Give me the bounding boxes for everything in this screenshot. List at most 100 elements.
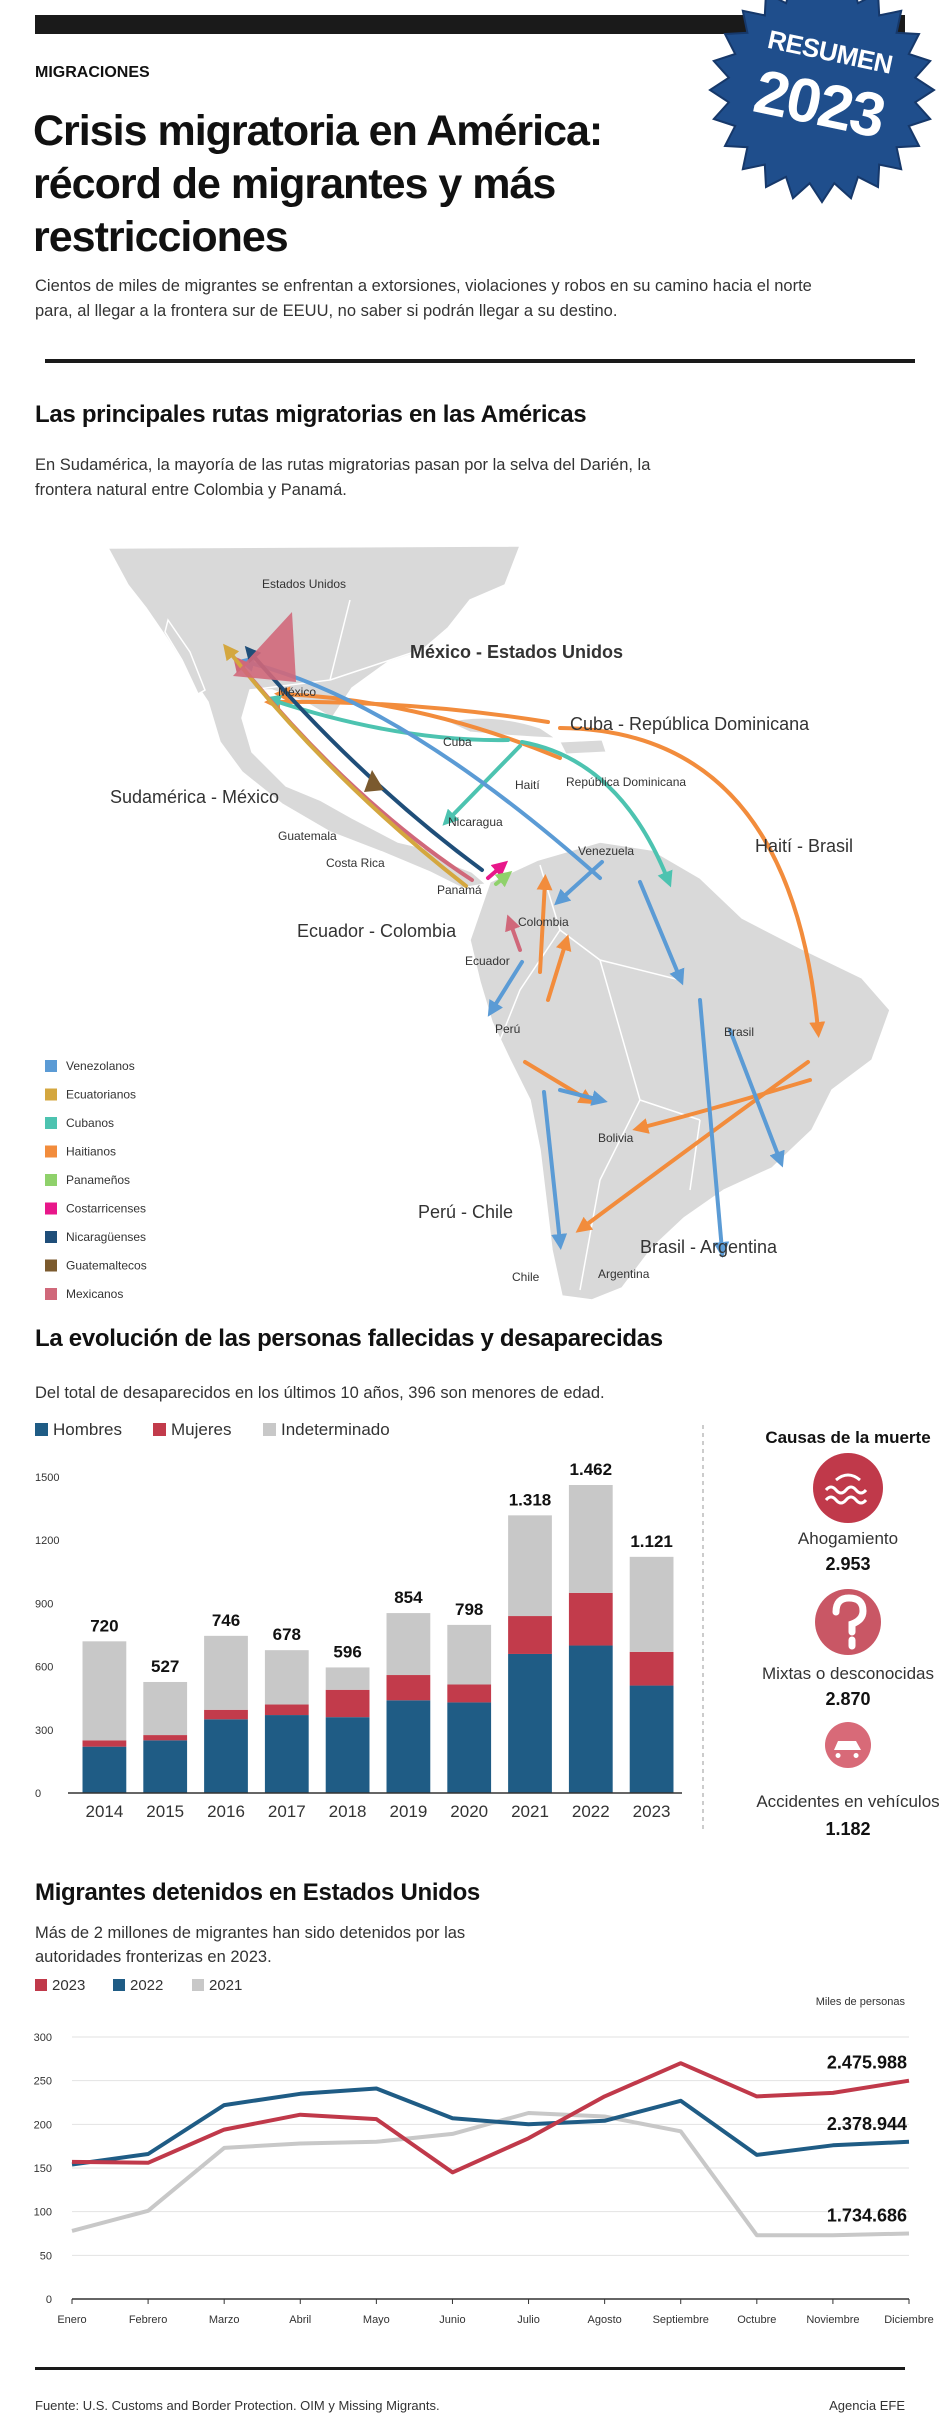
legend-label: Mujeres — [171, 1420, 231, 1439]
x-tick-label: Julio — [517, 2314, 540, 2326]
series-line — [71, 2111, 910, 2238]
legend-label: Costarricenses — [66, 1202, 146, 1216]
legend-swatch — [113, 1979, 125, 1991]
map-legend: Venezolanos Ecuatorianos Cubanos Haitianos P… — [45, 1059, 147, 1301]
bar-segment — [143, 1681, 188, 1736]
route-arrow — [505, 914, 522, 952]
causes-panel: Causas de la muerte Ahogamiento 2.953 Mi… — [756, 1428, 939, 1839]
subtitle-line: Cientos de miles de migrantes se enfrent… — [35, 277, 812, 295]
icon-glyph — [824, 1473, 868, 1505]
total-label: 854 — [394, 1588, 423, 1607]
route-arrow — [223, 643, 468, 888]
place-label: Ecuador — [465, 954, 510, 968]
bar-segment — [508, 1653, 552, 1793]
route-arrow — [264, 693, 550, 724]
legend-swatch — [45, 1174, 57, 1186]
bar-segment — [447, 1702, 492, 1793]
total-label: 798 — [455, 1600, 483, 1619]
route-label: Brasil - Argentina — [640, 1237, 778, 1257]
route-label: Perú - Chile — [418, 1202, 513, 1222]
cause-label: Ahogamiento — [798, 1529, 898, 1548]
place-label: Costa Rica — [326, 856, 385, 870]
route-arrow — [558, 1088, 608, 1106]
x-tick-label: 2015 — [146, 1802, 184, 1821]
section-description: Del total de desaparecidos en los último… — [35, 1384, 605, 1402]
total-label: 1.318 — [509, 1490, 552, 1509]
route-label: Sudamérica - México — [110, 787, 279, 807]
bar-chart: La evolución de las personas fallecidas … — [35, 1325, 682, 1821]
bar-segment — [568, 1592, 613, 1646]
y-tick-label: 300 — [34, 2032, 52, 2044]
footer-agency: Agencia EFE — [829, 2398, 905, 2413]
x-tick-label: Enero — [57, 2314, 86, 2326]
place-label: Haití — [515, 778, 540, 792]
bar-segment — [204, 1635, 248, 1710]
legend-swatch — [45, 1060, 57, 1072]
total-label: 527 — [151, 1657, 179, 1676]
series-line — [71, 2061, 910, 2175]
route-arrow — [232, 655, 474, 882]
place-label: Venezuela — [578, 844, 634, 858]
place-label: Perú — [495, 1022, 520, 1036]
legend-swatch — [153, 1423, 166, 1436]
route-arrow — [244, 645, 484, 872]
y-tick-label: 1200 — [35, 1535, 59, 1547]
bar-segment — [629, 1556, 674, 1652]
y-tick-label: 200 — [34, 2119, 52, 2131]
legend-swatch — [35, 1979, 47, 1991]
bar-segment — [325, 1717, 370, 1793]
route-label: Ecuador - Colombia — [297, 921, 457, 941]
place-label: Nicaragua — [448, 815, 503, 829]
map: México - Estados Unidos Cuba - República… — [45, 545, 891, 1301]
route-arrow — [487, 960, 524, 1017]
bar-segment — [325, 1667, 370, 1690]
legend-swatch — [45, 1202, 57, 1215]
cause-value: 2.953 — [825, 1554, 870, 1574]
borders — [499, 864, 701, 1291]
bar-segment — [629, 1651, 674, 1686]
route-arrow — [698, 998, 730, 1258]
land-hispaniola — [559, 739, 607, 755]
causes-title: Causas de la muerte — [765, 1428, 930, 1447]
route-wedge — [364, 770, 384, 792]
place-label: Guatemala — [278, 829, 337, 843]
route-wedge — [233, 612, 296, 682]
badge-star — [708, 0, 936, 204]
series-total-label: 1.734.686 — [827, 2206, 907, 2226]
section-description: En Sudamérica, la mayoría de las rutas m… — [35, 456, 651, 474]
x-tick-label: Mayo — [363, 2314, 390, 2326]
total-label: 1.121 — [630, 1532, 673, 1551]
legend-swatch — [263, 1423, 276, 1436]
legend-swatch — [192, 1979, 204, 1991]
x-tick-label: 2020 — [450, 1802, 488, 1821]
bar-segment — [204, 1709, 248, 1720]
bar-segment — [508, 1616, 552, 1654]
legend-swatch — [45, 1288, 57, 1300]
bar-segment — [82, 1740, 127, 1747]
route-arrow — [494, 871, 513, 888]
subtitle-line: para, al llegar a la frontera sur de EEU… — [35, 302, 617, 320]
legend-label: Venezolanos — [66, 1059, 135, 1073]
x-tick-label: 2023 — [633, 1802, 671, 1821]
legend-swatch — [35, 1423, 48, 1436]
legend-label: Hombres — [53, 1420, 122, 1439]
total-label: 746 — [212, 1611, 240, 1630]
series-line — [71, 2086, 910, 2167]
x-tick-label: Agosto — [588, 2314, 622, 2326]
route-arrow — [542, 1090, 568, 1250]
bar-segment — [386, 1675, 431, 1701]
legend-label: 2021 — [209, 1977, 242, 1994]
y-tick-label: 300 — [35, 1725, 53, 1737]
total-label: 720 — [90, 1616, 118, 1635]
legend-label: Cubanos — [66, 1116, 114, 1130]
x-tick-label: 2017 — [268, 1802, 306, 1821]
route-arrow — [638, 880, 685, 986]
footer-rule — [35, 2367, 905, 2370]
section-description: Más de 2 millones de migrantes han sido … — [35, 1924, 465, 1942]
bar-segment — [447, 1624, 492, 1685]
route-arrow — [575, 1060, 810, 1233]
y-tick-label: 100 — [34, 2207, 52, 2219]
x-tick-label: Diciembre — [884, 2314, 934, 2326]
x-tick-label: 2018 — [329, 1802, 367, 1821]
